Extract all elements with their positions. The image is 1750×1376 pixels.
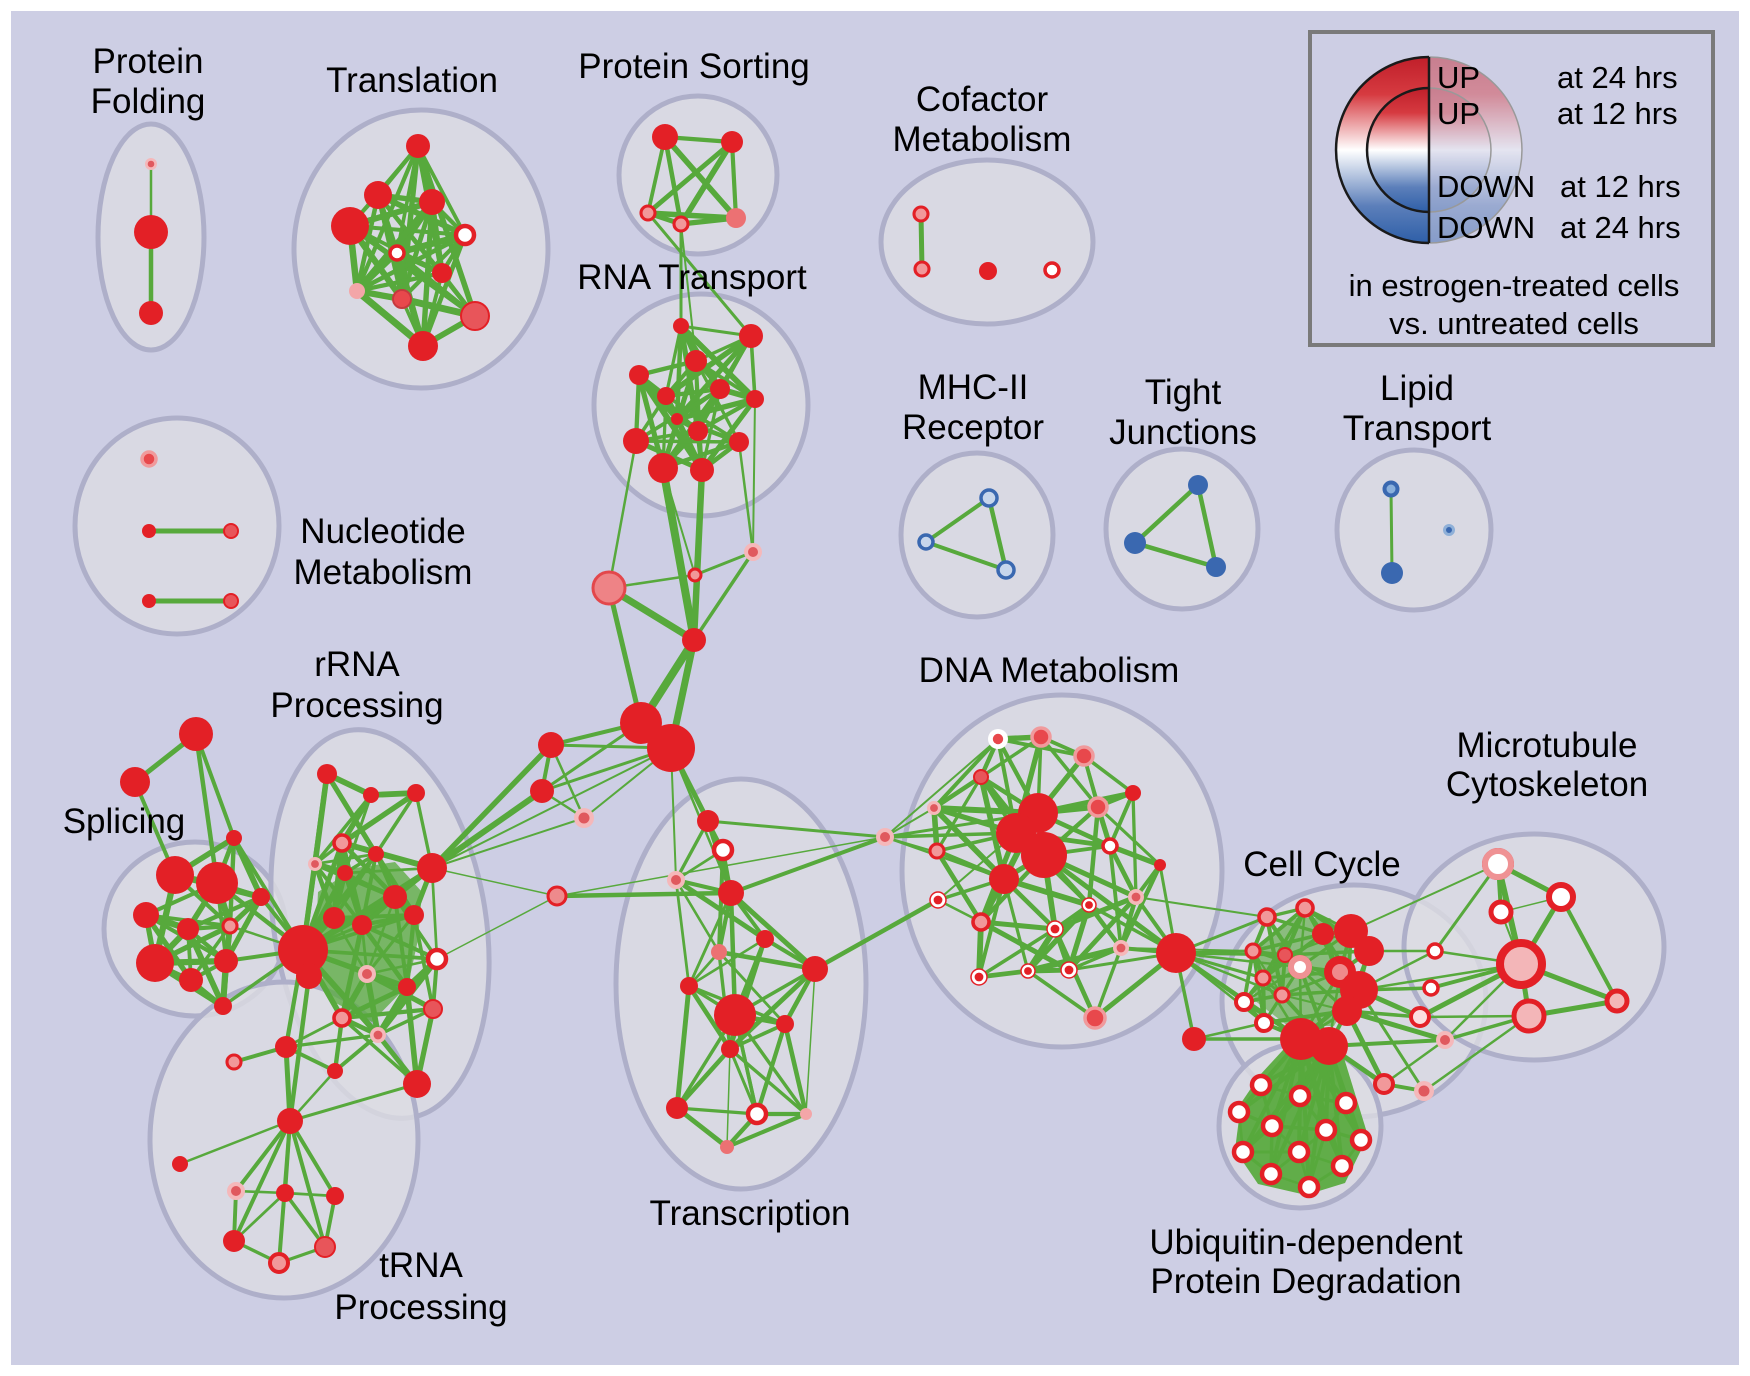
svg-text:Protein Sorting: Protein Sorting bbox=[578, 47, 810, 86]
svg-text:Transcription: Transcription bbox=[650, 1194, 851, 1233]
svg-text:Processing: Processing bbox=[334, 1288, 507, 1327]
svg-text:Transport: Transport bbox=[1343, 409, 1492, 448]
svg-text:Microtubule: Microtubule bbox=[1457, 726, 1638, 765]
svg-text:Translation: Translation bbox=[326, 61, 498, 100]
svg-text:Ubiquitin-dependent: Ubiquitin-dependent bbox=[1149, 1223, 1463, 1262]
svg-text:Tight: Tight bbox=[1145, 373, 1222, 412]
svg-text:Metabolism: Metabolism bbox=[893, 120, 1072, 159]
svg-text:Cell Cycle: Cell Cycle bbox=[1243, 845, 1401, 884]
svg-text:Junctions: Junctions bbox=[1109, 413, 1257, 452]
svg-text:DNA Metabolism: DNA Metabolism bbox=[919, 651, 1180, 690]
svg-text:Nucleotide: Nucleotide bbox=[300, 512, 465, 551]
svg-text:in estrogen-treated cells: in estrogen-treated cells bbox=[1349, 268, 1680, 303]
svg-text:rRNA: rRNA bbox=[314, 645, 400, 684]
svg-text:DOWN: DOWN bbox=[1437, 169, 1535, 204]
svg-text:at 12 hrs: at 12 hrs bbox=[1560, 169, 1681, 204]
svg-text:UP: UP bbox=[1437, 96, 1480, 131]
svg-text:Cofactor: Cofactor bbox=[916, 80, 1049, 119]
svg-text:Splicing: Splicing bbox=[63, 802, 186, 841]
svg-text:at 12 hrs: at 12 hrs bbox=[1557, 96, 1678, 131]
svg-text:Folding: Folding bbox=[91, 82, 206, 121]
svg-text:RNA Transport: RNA Transport bbox=[577, 258, 807, 297]
svg-text:MHC-II: MHC-II bbox=[918, 368, 1029, 407]
svg-text:Processing: Processing bbox=[270, 686, 443, 725]
svg-text:at 24 hrs: at 24 hrs bbox=[1560, 210, 1681, 245]
svg-text:Lipid: Lipid bbox=[1380, 369, 1454, 408]
svg-text:Protein: Protein bbox=[93, 42, 204, 81]
svg-text:vs. untreated cells: vs. untreated cells bbox=[1389, 306, 1639, 341]
svg-text:Metabolism: Metabolism bbox=[294, 553, 473, 592]
svg-text:at 24 hrs: at 24 hrs bbox=[1557, 60, 1678, 95]
svg-text:Cytoskeleton: Cytoskeleton bbox=[1446, 765, 1648, 804]
svg-text:UP: UP bbox=[1437, 60, 1480, 95]
svg-text:tRNA: tRNA bbox=[379, 1246, 463, 1285]
svg-text:Protein Degradation: Protein Degradation bbox=[1150, 1262, 1461, 1301]
svg-text:Receptor: Receptor bbox=[902, 408, 1044, 447]
svg-text:DOWN: DOWN bbox=[1437, 210, 1535, 245]
